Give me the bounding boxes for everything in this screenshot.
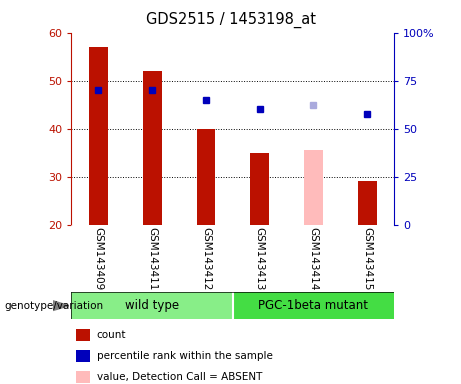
Bar [358, 182, 377, 225]
Text: genotype/variation: genotype/variation [5, 301, 104, 311]
Polygon shape [53, 301, 69, 311]
Text: GSM143413: GSM143413 [254, 227, 265, 291]
Text: value, Detection Call = ABSENT: value, Detection Call = ABSENT [97, 372, 262, 382]
Text: count: count [97, 330, 126, 340]
Bar [143, 71, 161, 225]
Text: GSM143415: GSM143415 [362, 227, 372, 291]
Text: percentile rank within the sample: percentile rank within the sample [97, 351, 273, 361]
Text: GSM143411: GSM143411 [147, 227, 157, 291]
Text: GDS2515 / 1453198_at: GDS2515 / 1453198_at [146, 12, 315, 28]
Bar [71, 292, 233, 319]
Text: wild type: wild type [125, 299, 179, 312]
Text: GSM143409: GSM143409 [93, 227, 103, 291]
Bar [250, 153, 269, 225]
Bar [233, 292, 394, 319]
Bar [304, 150, 323, 225]
Bar [196, 129, 215, 225]
Text: PGC-1beta mutant: PGC-1beta mutant [259, 299, 368, 312]
Bar [89, 47, 108, 225]
Text: GSM143414: GSM143414 [308, 227, 319, 291]
Text: GSM143412: GSM143412 [201, 227, 211, 291]
